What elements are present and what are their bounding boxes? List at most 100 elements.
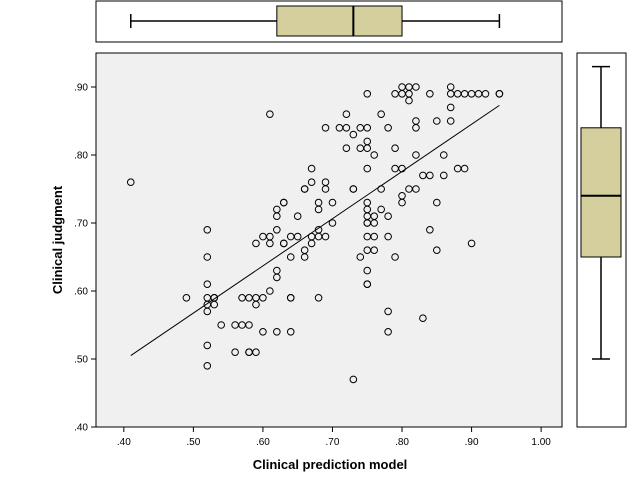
data-point bbox=[321, 185, 330, 193]
data-point bbox=[203, 253, 212, 261]
y-axis: .40 .50 .60 .70 .80 .90 bbox=[74, 83, 96, 434]
data-point bbox=[412, 83, 420, 91]
data-point bbox=[495, 90, 504, 98]
y-tick-label: .90 bbox=[74, 83, 88, 94]
data-point bbox=[377, 205, 385, 214]
data-point bbox=[279, 198, 288, 207]
data-point bbox=[398, 198, 406, 207]
data-point bbox=[266, 239, 274, 248]
data-point bbox=[273, 212, 281, 220]
y-tick-label: .50 bbox=[74, 355, 88, 366]
x-tick-label: .60 bbox=[256, 437, 270, 448]
data-point bbox=[370, 246, 379, 254]
data-point bbox=[391, 144, 399, 152]
data-point bbox=[356, 253, 365, 261]
data-point bbox=[481, 90, 490, 98]
x-tick-label: .80 bbox=[395, 437, 409, 448]
data-point bbox=[203, 341, 212, 350]
data-point bbox=[426, 226, 434, 234]
data-point bbox=[370, 151, 379, 159]
regression-line bbox=[130, 104, 500, 357]
data-point bbox=[279, 239, 288, 248]
data-point bbox=[266, 110, 274, 118]
data-point bbox=[412, 185, 420, 193]
y-boxplot-panel bbox=[576, 52, 627, 428]
x-axis: .40 .50 .60 .70 .80 .90 1.00 bbox=[117, 427, 551, 448]
data-point bbox=[273, 273, 281, 282]
data-point bbox=[203, 307, 212, 316]
data-point bbox=[314, 294, 323, 302]
data-point bbox=[259, 294, 267, 302]
data-point bbox=[328, 198, 337, 207]
x-tick-label: .50 bbox=[186, 437, 200, 448]
y-tick-label: .80 bbox=[74, 151, 88, 162]
data-point bbox=[363, 266, 372, 275]
data-point bbox=[259, 328, 267, 336]
x-boxplot-panel bbox=[95, 0, 563, 43]
data-point bbox=[273, 226, 281, 234]
data-point bbox=[349, 375, 358, 384]
data-point bbox=[363, 144, 372, 152]
data-point bbox=[300, 185, 309, 193]
data-point bbox=[460, 164, 469, 173]
data-point bbox=[412, 151, 420, 159]
data-point bbox=[363, 280, 372, 289]
data-point bbox=[245, 321, 253, 329]
data-point bbox=[307, 164, 316, 173]
data-point bbox=[349, 185, 358, 193]
data-point bbox=[349, 130, 358, 139]
data-point bbox=[391, 253, 399, 261]
data-point bbox=[342, 124, 351, 132]
data-point bbox=[314, 205, 323, 214]
y-boxplot bbox=[580, 65, 622, 360]
main-plot-area: .40 .50 .60 .70 .80 .90 1.00 .40 .50 .60 .70 .80 .9… bbox=[74, 52, 563, 448]
data-point bbox=[231, 348, 239, 357]
data-point bbox=[342, 110, 351, 118]
data-point bbox=[446, 103, 455, 112]
data-point bbox=[439, 171, 448, 180]
data-point bbox=[446, 117, 455, 125]
data-point bbox=[384, 232, 392, 241]
data-point bbox=[433, 117, 441, 125]
x-axis-title: Clinical prediction model bbox=[253, 457, 408, 472]
data-point bbox=[384, 124, 392, 132]
x-boxplot-box bbox=[276, 5, 403, 37]
x-tick-label: .70 bbox=[326, 437, 340, 448]
data-point bbox=[439, 151, 448, 159]
data-point bbox=[203, 226, 212, 234]
x-tick-label: 1.00 bbox=[531, 437, 551, 448]
data-point bbox=[217, 321, 225, 329]
data-point bbox=[321, 232, 330, 241]
data-point bbox=[182, 294, 191, 302]
x-tick-label: .90 bbox=[465, 437, 479, 448]
data-point bbox=[363, 124, 372, 132]
plot-background bbox=[95, 52, 563, 428]
data-point bbox=[370, 232, 379, 241]
data-point bbox=[405, 96, 413, 105]
data-point bbox=[426, 90, 434, 98]
data-point bbox=[377, 110, 385, 118]
data-point bbox=[342, 144, 351, 152]
data-point bbox=[293, 212, 302, 220]
data-point bbox=[426, 171, 434, 180]
data-point bbox=[433, 198, 441, 207]
data-point bbox=[419, 314, 427, 323]
y-tick-label: .40 bbox=[74, 423, 88, 434]
y-tick-label: .70 bbox=[74, 219, 88, 230]
data-point bbox=[203, 280, 212, 289]
y-tick-label: .60 bbox=[74, 287, 88, 298]
data-point bbox=[273, 328, 281, 336]
data-point bbox=[384, 328, 392, 336]
scatter-points bbox=[126, 83, 504, 384]
data-point bbox=[370, 219, 379, 227]
data-point bbox=[307, 178, 316, 186]
data-point bbox=[467, 239, 476, 248]
data-point bbox=[384, 212, 392, 220]
data-point bbox=[328, 219, 337, 227]
data-point bbox=[321, 124, 330, 132]
y-axis-title: Clinical judgment bbox=[50, 185, 65, 294]
data-point bbox=[252, 348, 260, 357]
data-point bbox=[412, 124, 420, 132]
y-boxplot-box bbox=[580, 127, 622, 258]
